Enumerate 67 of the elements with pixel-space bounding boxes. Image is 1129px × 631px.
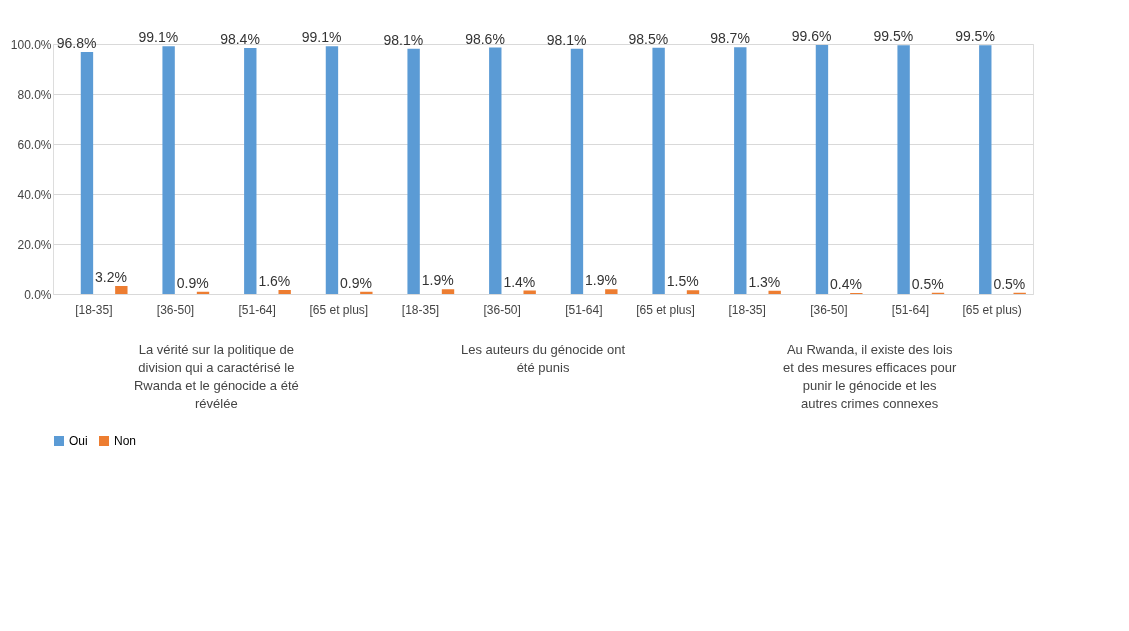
text: Au Rwanda, il existe des lois et des mesures efficaces pour punir le génocide et les autres crimes connexes — [783, 342, 957, 411]
bar — [162, 46, 175, 294]
bar — [325, 46, 339, 294]
bar — [570, 48, 584, 294]
x-tick-label: [36-50] — [810, 302, 848, 317]
data-label: 98.6% — [465, 30, 505, 47]
x-tick-label: [51-64] — [891, 302, 930, 317]
legend-label: Non — [114, 434, 137, 448]
x-tick-label: [65 et plus] — [636, 302, 695, 317]
data-label: 1.9% — [585, 272, 617, 289]
data-label: 1.4% — [503, 273, 536, 290]
bar — [523, 290, 536, 294]
data-label: 1.6% — [258, 273, 291, 289]
x-tick-label: [36-50] — [156, 302, 195, 317]
data-label: 98.5% — [628, 30, 669, 47]
data-label: 0.5% — [993, 275, 1026, 292]
data-label: 0.4% — [830, 276, 862, 292]
x-tick-label: [51-64] — [565, 302, 603, 317]
x-tick-label: [36-50] — [483, 302, 521, 317]
y-tick-label: 80.0% — [17, 87, 52, 102]
text: Les auteurs du génocide ont été punis — [460, 342, 626, 375]
bar — [605, 289, 618, 294]
bar — [815, 45, 829, 294]
bar — [360, 291, 373, 294]
bar — [652, 47, 665, 294]
bar — [686, 290, 700, 294]
bar — [768, 290, 781, 294]
legend-label: Oui — [69, 434, 88, 448]
data-label: 99.1% — [138, 29, 179, 46]
text: La vérité sur la politique de division qui a caractérisé le Rwanda et le génocide a été révélée — [133, 342, 299, 411]
bar — [979, 45, 992, 294]
x-tick-label: [18-35] — [75, 302, 113, 317]
x-tick-label: [65 et plus) — [962, 302, 1022, 317]
data-label: 1.3% — [748, 273, 781, 290]
data-label: 98.1% — [383, 31, 424, 48]
bar — [244, 48, 257, 294]
data-label: 3.2% — [95, 269, 127, 285]
x-tick-label: [51-64] — [238, 302, 276, 317]
data-label: 99.6% — [791, 28, 832, 44]
y-tick-label: 20.0% — [17, 237, 52, 252]
data-label: 1.5% — [666, 273, 699, 290]
data-label: 99.1% — [301, 29, 342, 46]
data-label: 96.8% — [56, 35, 97, 51]
data-label: 0.9% — [340, 274, 372, 291]
data-label: 0.5% — [911, 275, 944, 292]
data-label: 98.4% — [220, 31, 260, 47]
y-tick-label: 0.0% — [24, 287, 52, 302]
x-tick-label: [18-35] — [401, 302, 440, 317]
bar — [734, 47, 747, 294]
bar — [80, 52, 94, 294]
y-tick-label: 60.0% — [17, 137, 52, 152]
x-tick-label: [18-35] — [728, 302, 766, 317]
data-label: 0.9% — [176, 274, 209, 291]
y-tick-label: 100.0% — [10, 37, 52, 52]
data-label: 99.5% — [955, 28, 995, 45]
bar — [441, 289, 455, 294]
bar — [489, 47, 502, 294]
data-label: 98.1% — [546, 31, 587, 48]
bar — [115, 286, 128, 294]
data-label: 1.9% — [421, 272, 454, 289]
y-tick-label: 40.0% — [17, 187, 52, 202]
x-tick-label: [65 et plus] — [309, 302, 369, 317]
data-label: 99.5% — [873, 28, 914, 45]
bar — [278, 290, 291, 294]
bar — [407, 48, 420, 294]
data-label: 98.7% — [710, 30, 750, 47]
bar — [897, 45, 910, 294]
